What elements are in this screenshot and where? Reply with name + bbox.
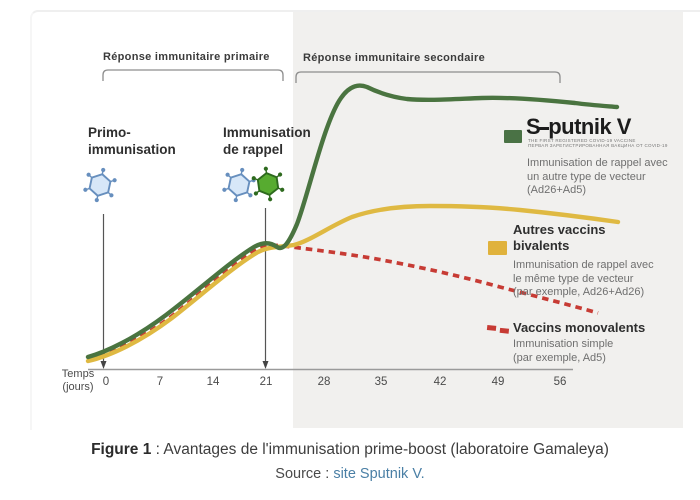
sputnik-v-logo: S putnik V: [526, 114, 631, 139]
sputnik-curve: [85, 83, 620, 360]
figure-number: Figure 1: [91, 441, 152, 458]
figure-source: Source : site Sputnik V.: [0, 466, 700, 482]
virus-blue-icon: [83, 167, 117, 203]
x-tick-14: 14: [206, 376, 220, 388]
source-prefix: Source :: [275, 466, 334, 482]
x-axis-title: Temps (jours): [61, 368, 95, 393]
monovalents-legend-description: Immunisation simple (par exemple, Ad5): [513, 338, 614, 364]
virus-blue-icon: [222, 167, 256, 203]
bivalents-legend-title: Autres vaccins bivalents: [513, 222, 606, 253]
primo-event-arrow-icon: [100, 361, 107, 369]
primary-response-label: Réponse immunitaire primaire: [103, 51, 270, 63]
legend-swatch-sputnik: [504, 130, 522, 143]
primary-response-bracket: [102, 69, 284, 81]
monovalents-legend-title: Vaccins monovalents: [513, 320, 646, 335]
x-tick-7: 7: [156, 376, 164, 388]
source-link[interactable]: site Sputnik V.: [333, 466, 425, 482]
secondary-response-label: Réponse immunitaire secondaire: [303, 52, 485, 64]
prime-boost-chart: [83, 69, 621, 371]
x-tick-21: 21: [259, 376, 273, 388]
bivalent-curve: [85, 203, 621, 364]
x-tick-49: 49: [491, 376, 505, 388]
virus-green-icon: [251, 166, 285, 202]
bivalents-legend-description: Immunisation de rappel avec le même type…: [513, 259, 654, 298]
x-tick-35: 35: [374, 376, 388, 388]
sputnik-logo-tagline: THE FIRST REGISTERED COVID-19 VACCINE ПЕ…: [528, 138, 668, 148]
legend-swatch-bivalents: [488, 241, 507, 255]
secondary-response-bracket: [295, 71, 561, 83]
x-tick-56: 56: [553, 376, 567, 388]
sputnik-legend-description: Immunisation de rappel avec un autre typ…: [527, 157, 668, 196]
sputnik-logo-dash-icon: [539, 126, 550, 131]
rappel-immunisation-label: Immunisation de rappel: [223, 125, 311, 157]
figure-caption-text: : Avantages de l'immunisation prime-boos…: [151, 441, 609, 458]
x-tick-28: 28: [317, 376, 331, 388]
content-card-border: [30, 10, 700, 430]
x-tick-0: 0: [102, 376, 110, 388]
legend-swatch-monovalents: [486, 324, 510, 334]
figure-caption: Figure 1 : Avantages de l'immunisation p…: [0, 441, 700, 459]
primo-immunisation-label: Primo- immunisation: [88, 125, 176, 157]
x-tick-42: 42: [433, 376, 447, 388]
rappel-event-arrow-icon: [262, 361, 269, 369]
